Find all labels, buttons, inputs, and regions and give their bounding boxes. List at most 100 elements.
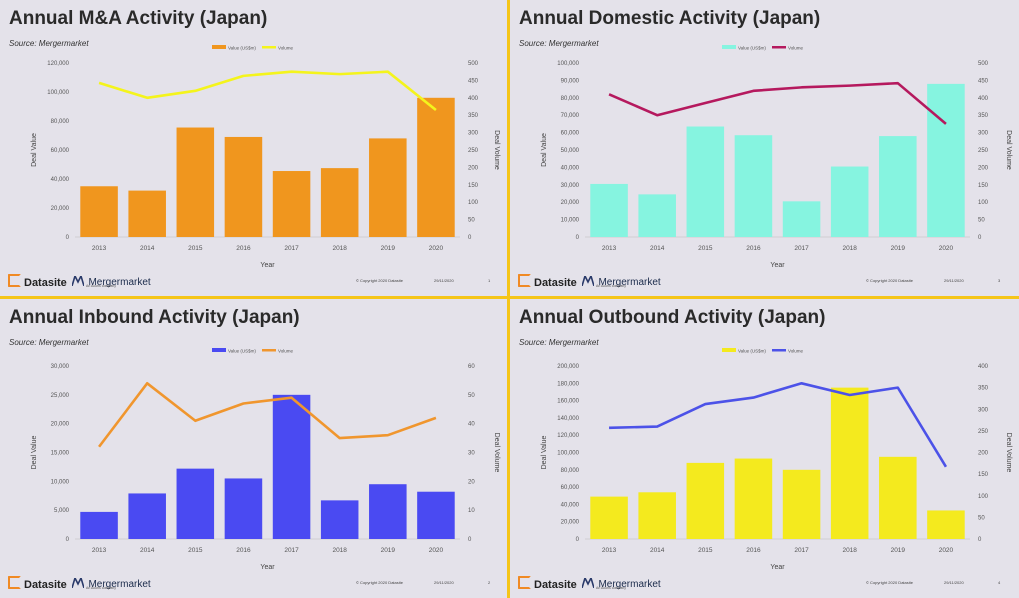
x-tick-label: 2019 (381, 547, 396, 554)
y-tick-label: 200,000 (557, 364, 579, 370)
legend-label-volume: Volume (788, 349, 804, 354)
copyright-text: © Copyright 2020 Datasite (866, 580, 913, 585)
y2-axis-title: Deal Volume (1005, 130, 1012, 170)
y-tick-label: 50,000 (561, 148, 580, 154)
bar-2020 (927, 510, 965, 539)
y-tick-label: 5,000 (54, 508, 70, 514)
volume-line (98, 70, 437, 111)
legend-label-value: Value (US$m) (738, 46, 766, 51)
copyright-text: © Copyright 2020 Datasite (356, 580, 403, 585)
y-tick-label: 140,000 (557, 416, 579, 422)
volume-line (608, 81, 947, 125)
bar-2013 (590, 183, 628, 237)
y2-tick-label: 500 (468, 61, 479, 67)
datasite-logo-icon (518, 576, 531, 589)
mergermarket-logo-subtext: An Acuris company (86, 284, 116, 288)
x-tick-label: 2014 (650, 245, 665, 252)
y2-tick-label: 40 (468, 422, 475, 428)
mergermarket-logo: Mergermarket An Acuris company (582, 272, 661, 290)
bar-2018 (320, 500, 359, 539)
chart-source: Source: Mergermarket (519, 39, 599, 48)
y-tick-label: 120,000 (557, 433, 579, 439)
chart-source: Source: Mergermarket (9, 338, 89, 347)
y-tick-label: 0 (576, 235, 580, 241)
legend-swatch-value (722, 45, 736, 49)
x-tick-label: 2017 (284, 245, 299, 252)
y2-tick-label: 250 (978, 429, 989, 435)
x-axis-title: Year (770, 564, 785, 571)
copyright-text: © Copyright 2020 Datasite (866, 278, 913, 283)
y2-tick-label: 350 (978, 113, 989, 119)
bar-2017 (782, 201, 821, 237)
y2-axis-title: Deal Volume (493, 130, 500, 170)
y2-tick-label: 200 (978, 165, 989, 171)
panel-footer: Datasite Mergermarket An Acuris company ©… (8, 574, 498, 592)
y2-tick-label: 150 (978, 183, 989, 189)
bar-2013 (80, 186, 118, 237)
y2-tick-label: 100 (978, 200, 989, 206)
mergermarket-logo: Mergermarket An Acuris company (72, 574, 151, 592)
legend-swatch-volume (772, 349, 786, 352)
bar-2020 (417, 97, 455, 237)
mergermarket-logo-subtext: An Acuris company (596, 586, 626, 590)
volume-line (609, 382, 948, 468)
legend-swatch-value (722, 348, 736, 352)
y2-tick-label: 50 (978, 218, 985, 224)
mergermarket-logo-icon (582, 276, 594, 286)
x-tick-label: 2019 (891, 245, 906, 252)
x-tick-label: 2013 (92, 547, 107, 554)
y2-tick-label: 100 (978, 494, 989, 500)
y-tick-label: 180,000 (557, 381, 579, 387)
y2-axis-title: Deal Volume (1005, 433, 1012, 473)
footer-date: 29/11/2020 (434, 278, 454, 283)
y2-tick-label: 150 (978, 472, 989, 478)
y2-tick-label: 200 (978, 451, 989, 457)
legend-label-volume: Volume (278, 46, 294, 51)
chart-svg: 0 20,000 40,000 60,000 80,000 100,000 120,000 0… (31, 45, 500, 269)
bar-2020 (417, 491, 455, 539)
y2-tick-label: 150 (468, 183, 479, 189)
y-tick-label: 30,000 (561, 183, 580, 189)
y2-tick-label: 450 (468, 78, 479, 84)
x-tick-label: 2014 (140, 245, 155, 252)
y2-tick-label: 400 (978, 96, 989, 102)
datasite-logo: Datasite (8, 576, 67, 591)
y-tick-label: 80,000 (561, 96, 580, 102)
mergermarket-logo-subtext: An Acuris company (596, 284, 626, 288)
bar-2018 (830, 166, 869, 237)
chart-source: Source: Mergermarket (519, 338, 599, 347)
mergermarket-logo-icon (582, 578, 594, 588)
x-tick-label: 2013 (602, 245, 617, 252)
y2-tick-label: 60 (468, 364, 475, 370)
mergermarket-logo-text: Mergermarket (598, 277, 661, 288)
bar-2017 (272, 394, 311, 539)
page-number: 1 (488, 278, 491, 283)
bar-2020 (927, 83, 965, 237)
chart-svg: 0 10,000 20,000 30,000 40,000 50,000 60,000 70,… (541, 45, 1012, 269)
y-tick-label: 20,000 (561, 200, 580, 206)
y2-tick-label: 30 (468, 451, 475, 457)
datasite-logo-text: Datasite (534, 277, 577, 289)
datasite-logo-text: Datasite (24, 277, 67, 289)
x-tick-label: 2014 (650, 547, 665, 554)
bar-2014 (638, 492, 676, 539)
y-tick-label: 40,000 (561, 165, 580, 171)
bar-2013 (590, 496, 628, 539)
y-tick-label: 60,000 (51, 148, 70, 154)
bar-2013 (80, 511, 118, 539)
y-tick-label: 0 (576, 537, 580, 543)
mergermarket-logo-icon (72, 276, 84, 286)
y2-tick-label: 250 (978, 148, 989, 154)
bar-2019 (879, 136, 917, 237)
y2-tick-label: 0 (978, 235, 982, 241)
mergermarket-logo-subtext: An Acuris company (86, 586, 116, 590)
y2-tick-label: 0 (468, 537, 472, 543)
y-tick-label: 120,000 (47, 61, 69, 67)
y-tick-label: 20,000 (51, 422, 70, 428)
legend-label-value: Value (US$m) (228, 46, 256, 51)
x-tick-label: 2015 (698, 245, 713, 252)
bar-2019 (369, 138, 407, 237)
bar-2014 (128, 190, 166, 237)
x-tick-label: 2019 (891, 547, 906, 554)
bar-2016 (224, 478, 263, 539)
